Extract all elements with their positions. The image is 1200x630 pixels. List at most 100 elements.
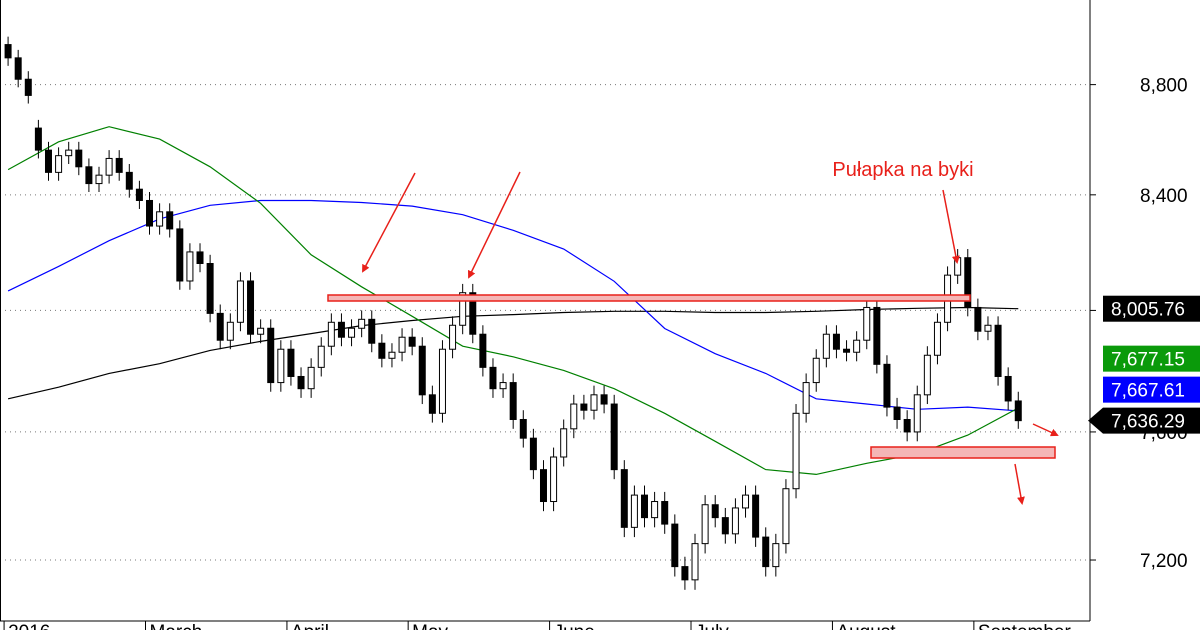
arrow — [1032, 423, 1059, 437]
y-tick-label: 7,200 — [1140, 551, 1188, 572]
candle-body — [14, 57, 22, 80]
candle-body — [489, 366, 497, 390]
candle-body — [65, 149, 73, 157]
candle-body — [984, 324, 992, 332]
y-tick-label: 8,800 — [1140, 76, 1188, 97]
candle-body — [742, 494, 750, 509]
candle-body — [115, 157, 123, 173]
candle-body — [782, 488, 790, 545]
candle-body — [802, 382, 810, 414]
price-tags: 7,636.29 7,667.61 7,677.15 8,005.76 — [1088, 295, 1200, 434]
candle-body — [317, 345, 325, 368]
candle-body — [247, 280, 255, 335]
candle-body — [580, 403, 588, 411]
candle-body — [691, 543, 699, 581]
candle-body — [44, 149, 52, 173]
candle-body — [418, 345, 426, 396]
x-tick-label: 2016 — [8, 622, 50, 630]
y-tick-label: 8,400 — [1140, 186, 1188, 207]
candle-body — [206, 263, 214, 314]
candle-body — [469, 292, 477, 335]
arrow — [1014, 463, 1025, 505]
candle-body — [277, 348, 285, 384]
candle-body — [964, 257, 972, 308]
candle-body — [651, 501, 659, 519]
candle-body — [388, 351, 396, 359]
price-tag-label: 8,005.76 — [1111, 300, 1185, 321]
candle-body — [176, 228, 184, 282]
candle-body — [550, 456, 558, 503]
candle-body — [1004, 375, 1012, 402]
candle-body — [236, 280, 244, 323]
candle-body — [570, 403, 578, 430]
candle-body — [762, 536, 770, 568]
candle-body — [610, 403, 618, 471]
candle-body — [994, 324, 1002, 377]
moving-averages — [7, 126, 1019, 476]
candle-body — [337, 321, 345, 338]
candle-body — [832, 333, 840, 350]
candle-body — [166, 211, 174, 230]
candle-body — [327, 321, 335, 347]
price-tag-label: 7,677.15 — [1111, 350, 1185, 371]
candle-body — [822, 333, 830, 359]
candle-body — [348, 327, 356, 338]
candle-body — [792, 412, 800, 490]
candle-body — [55, 155, 63, 173]
candle-body — [307, 366, 315, 390]
arrow — [362, 172, 416, 273]
candle-body — [661, 501, 669, 525]
x-tick-label: May — [412, 622, 448, 630]
candle-body — [721, 517, 729, 535]
candle-body — [226, 321, 234, 341]
moving-average — [7, 306, 1019, 400]
candle-body — [85, 166, 93, 185]
candle-body — [560, 428, 568, 458]
candle-body — [287, 348, 295, 377]
arrow — [942, 189, 960, 264]
candle-body — [641, 494, 649, 519]
candle-body — [519, 418, 527, 439]
price-tag-label: 7,636.29 — [1111, 412, 1185, 433]
candle-body — [590, 394, 598, 411]
price-tag-label: 7,667.61 — [1111, 381, 1185, 402]
price-tag — [1088, 407, 1200, 434]
candle-body — [630, 494, 638, 528]
x-tick-label: August — [836, 622, 896, 630]
support-zone — [870, 446, 1056, 459]
candle-body — [297, 375, 305, 390]
candle-body — [438, 348, 446, 414]
arrow — [468, 171, 521, 279]
price-tag — [1103, 345, 1200, 372]
resistance-zone — [327, 294, 971, 302]
candle-body — [671, 523, 679, 568]
candle-body — [358, 318, 366, 329]
annotation: Pułapka na byki — [832, 159, 973, 181]
candle-body — [863, 306, 871, 341]
candle-body — [913, 394, 921, 433]
candle-body — [731, 507, 739, 535]
x-tick-label: June — [554, 622, 595, 630]
candle-body — [681, 566, 689, 581]
candle-body — [772, 543, 780, 568]
candle-body — [853, 339, 861, 353]
candle-body — [398, 336, 406, 353]
candle-body — [186, 251, 194, 282]
candle-body — [267, 327, 275, 384]
candle-body — [75, 149, 83, 168]
candle-body — [923, 354, 931, 396]
candle-body — [933, 321, 941, 356]
candle-body — [509, 382, 517, 420]
candle-body — [449, 324, 457, 350]
candle-body — [1014, 400, 1022, 422]
candle-body — [196, 251, 204, 265]
candle-body — [711, 504, 719, 519]
candle-body — [893, 406, 901, 420]
candle-body — [4, 44, 12, 59]
candle-body — [368, 318, 376, 344]
candle-body — [156, 211, 164, 227]
moving-average — [7, 126, 1019, 476]
price-tag — [1103, 376, 1200, 403]
